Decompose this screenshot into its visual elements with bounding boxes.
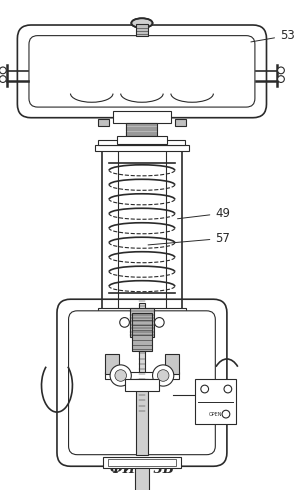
Text: ФИГ. 3В: ФИГ. 3В: [110, 463, 174, 476]
Bar: [98, 119, 109, 126]
Text: 57: 57: [148, 232, 230, 245]
Circle shape: [153, 365, 174, 386]
Circle shape: [158, 370, 169, 381]
Bar: [98, 308, 186, 315]
Text: OPEN: OPEN: [209, 412, 222, 417]
Circle shape: [224, 385, 232, 393]
Bar: [195, 379, 236, 424]
Circle shape: [278, 76, 284, 82]
FancyBboxPatch shape: [29, 35, 255, 107]
Bar: [113, 111, 171, 123]
FancyBboxPatch shape: [17, 25, 266, 118]
FancyBboxPatch shape: [68, 311, 215, 455]
Bar: [124, 379, 159, 391]
Bar: [108, 459, 176, 466]
Text: 49: 49: [178, 207, 230, 220]
Circle shape: [222, 410, 230, 418]
Text: 53: 53: [251, 29, 295, 42]
Circle shape: [115, 370, 127, 381]
Bar: [95, 145, 189, 152]
Circle shape: [201, 385, 209, 393]
Bar: [105, 354, 119, 374]
FancyBboxPatch shape: [57, 299, 227, 466]
Bar: [127, 123, 158, 136]
Bar: [136, 379, 148, 455]
Circle shape: [278, 67, 284, 74]
Circle shape: [155, 317, 164, 327]
Circle shape: [110, 365, 131, 386]
Bar: [130, 308, 153, 337]
Ellipse shape: [131, 18, 153, 28]
Bar: [139, 303, 145, 414]
Bar: [135, 468, 149, 497]
Bar: [103, 457, 181, 468]
Circle shape: [120, 317, 130, 327]
Bar: [117, 136, 167, 144]
Bar: [105, 372, 179, 379]
Bar: [165, 354, 179, 374]
Bar: [175, 119, 186, 126]
Circle shape: [0, 67, 6, 74]
Circle shape: [0, 76, 6, 82]
Bar: [132, 313, 152, 351]
Bar: [136, 24, 148, 35]
Bar: [99, 140, 185, 145]
